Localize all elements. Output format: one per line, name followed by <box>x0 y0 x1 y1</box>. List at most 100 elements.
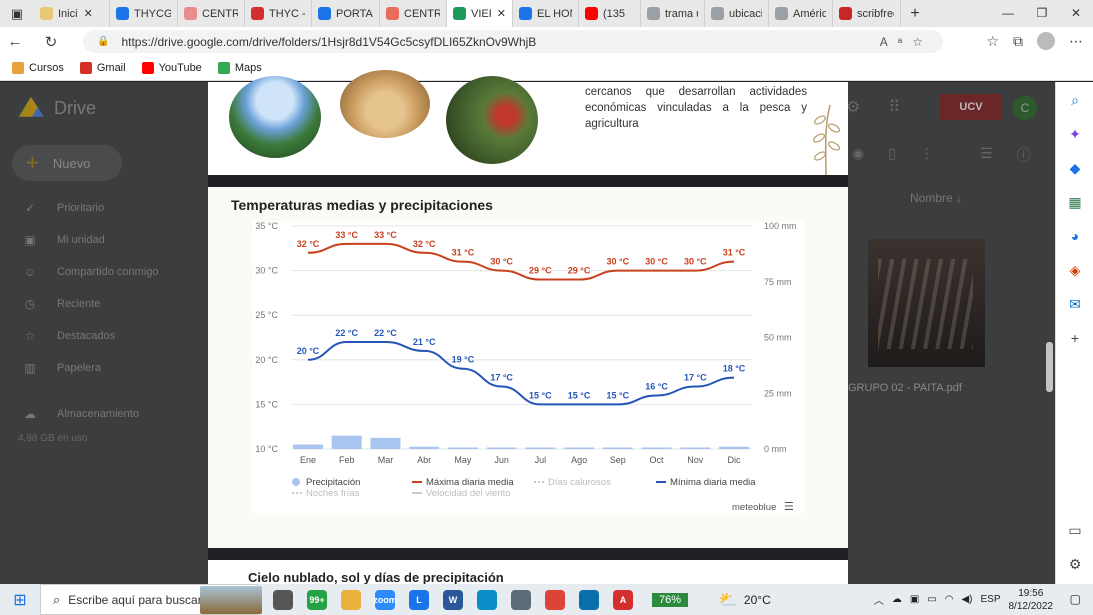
tab-favicon-icon <box>585 7 598 20</box>
sidebar-item[interactable]: ◷ Reciente <box>22 297 101 311</box>
office-icon[interactable]: ◈ <box>1069 262 1081 278</box>
taskbar-app[interactable] <box>334 584 368 615</box>
drive-logo[interactable]: Drive <box>18 97 96 119</box>
trash-icon[interactable]: ▯ <box>888 145 896 161</box>
settings-gear-icon[interactable]: ⚙ <box>1068 556 1082 572</box>
bookmark-item[interactable]: YouTube <box>141 62 202 74</box>
outlook-icon[interactable]: ✉ <box>1069 296 1081 312</box>
lock-icon[interactable]: 🔒 <box>97 36 110 47</box>
browser-tab[interactable]: Inici ✕ <box>34 0 110 27</box>
collections-icon[interactable]: ⧉ <box>1013 32 1023 49</box>
taskbar-app[interactable]: W <box>436 584 470 615</box>
taskbar-app[interactable]: 99+ <box>300 584 334 615</box>
tab-label: trama ur <box>665 7 698 20</box>
precip-bar <box>486 447 517 449</box>
bookmark-item[interactable]: Maps <box>217 62 262 74</box>
file-name[interactable]: GRUPO 02 - PAITA.pdf <box>848 382 962 394</box>
read-aloud-icon[interactable]: Aᵃ☆ <box>879 34 933 49</box>
address-bar[interactable]: 🔒 https://drive.google.com/drive/folders… <box>83 30 943 53</box>
games-icon[interactable]: ◕ <box>1070 228 1080 244</box>
browser-tab[interactable]: América <box>769 0 833 27</box>
network-icon[interactable]: ◠ <box>944 594 954 605</box>
onedrive-icon[interactable]: ☁ <box>891 594 902 605</box>
taskbar-app[interactable] <box>538 584 572 615</box>
settings-icon[interactable]: ⚙ <box>846 99 861 116</box>
search-icon[interactable]: ⌕ <box>1071 92 1079 108</box>
sidebar-item[interactable]: ☁ Almacenamiento <box>22 407 139 421</box>
taskbar-app[interactable] <box>470 584 504 615</box>
preview-icon[interactable]: ◉ <box>852 145 865 161</box>
browser-tab[interactable]: EL HOME <box>513 0 579 27</box>
list-view-icon[interactable]: ☰ <box>980 145 993 161</box>
browser-tab[interactable]: ubicación <box>705 0 769 27</box>
restore-icon[interactable]: ❐ <box>1036 6 1048 20</box>
copilot-icon[interactable]: ✦ <box>1069 126 1081 142</box>
language-indicator[interactable]: ESP <box>980 594 1001 605</box>
data-label: 15 °C <box>529 390 552 400</box>
user-avatar[interactable]: C <box>1013 96 1037 120</box>
add-icon[interactable]: + <box>1070 330 1080 346</box>
browser-tab[interactable]: CENTRO <box>380 0 447 27</box>
browser-tab[interactable]: THYCG01 <box>110 0 178 27</box>
taskbar-app[interactable]: L <box>402 584 436 615</box>
browser-tab[interactable]: PORTAFC <box>312 0 380 27</box>
apps-grid-icon[interactable]: ⠿ <box>888 99 901 116</box>
sidebar-item[interactable]: ✓ Prioritario <box>22 201 104 215</box>
tab-actions-icon[interactable]: ▣ <box>10 5 24 21</box>
browser-tab[interactable]: (135 <box>579 0 641 27</box>
taskbar-app[interactable]: zoom <box>368 584 402 615</box>
tab-close-icon[interactable]: ✕ <box>83 8 93 20</box>
sidebar-item[interactable]: ☺ Compartido conmigo <box>22 265 159 279</box>
close-window-icon[interactable]: ✕ <box>1070 6 1082 20</box>
split-screen-icon[interactable]: ▭ <box>1068 522 1082 538</box>
volume-icon[interactable]: ◀) <box>961 594 973 605</box>
org-badge[interactable]: UCV <box>940 94 1002 120</box>
profile-avatar[interactable] <box>1037 32 1055 50</box>
sidebar-item[interactable]: ▥ Papelera <box>22 361 101 375</box>
favorites-icon[interactable]: ☆ <box>986 32 999 49</box>
shopping-icon[interactable]: ◆ <box>1069 160 1081 176</box>
browser-tab[interactable]: CENTRO <box>178 0 245 27</box>
tab-close-icon[interactable]: ✕ <box>496 8 506 20</box>
y-tick-label: 10 °C <box>255 444 278 454</box>
back-icon[interactable]: ← <box>7 33 23 50</box>
sidebar-item-label: Mi unidad <box>57 234 105 246</box>
tools-icon[interactable]: ▦ <box>1068 194 1082 210</box>
search-highlight-image[interactable] <box>200 585 262 614</box>
y-tick-label: 25 °C <box>255 310 278 320</box>
file-thumbnail[interactable] <box>868 239 985 367</box>
new-button[interactable]: + Nuevo <box>12 145 122 181</box>
scrollbar-thumb[interactable] <box>1046 342 1053 392</box>
legend-label: Días calurosos <box>548 477 611 488</box>
legend-label: Precipitación <box>306 477 360 488</box>
sidebar-item[interactable]: ☆ Destacados <box>22 329 115 343</box>
notifications-icon[interactable]: ▢ <box>1069 592 1081 606</box>
sidebar-item[interactable]: ▣ Mi unidad <box>22 233 105 247</box>
taskbar-app[interactable]: A <box>606 584 640 615</box>
browser-tab[interactable]: scribfree <box>833 0 901 27</box>
browser-tab[interactable]: VIER ✕ <box>447 0 513 27</box>
display-icon[interactable]: ▭ <box>927 594 937 605</box>
bookmark-item[interactable]: Cursos <box>12 62 64 74</box>
minimize-icon[interactable]: — <box>1002 6 1014 20</box>
clock[interactable]: 19:56 8/12/2022 <box>1009 587 1054 613</box>
chevron-up-icon[interactable]: ︿ <box>873 596 884 607</box>
taskbar-app[interactable] <box>266 584 300 615</box>
more-menu-icon[interactable]: ⋯ <box>1069 32 1083 49</box>
new-tab-button[interactable]: + <box>910 4 920 22</box>
reload-icon[interactable]: ↻ <box>44 33 58 51</box>
info-icon[interactable]: ⓘ <box>1016 147 1031 163</box>
more-vert-icon[interactable]: ⋮ <box>919 145 934 161</box>
taskbar-app[interactable] <box>572 584 606 615</box>
windows-start-icon[interactable]: ⊞ <box>13 591 27 609</box>
url-text[interactable]: https://drive.google.com/drive/folders/1… <box>121 34 537 49</box>
cpu-meter[interactable]: 76% <box>652 592 688 607</box>
sort-by-name[interactable]: Nombre ↓ <box>910 191 962 205</box>
weather-widget[interactable]: ⛅ 20°C <box>718 590 771 610</box>
browser-tab[interactable]: trama ur <box>641 0 705 27</box>
drive-tray-icon[interactable]: ▣ <box>909 594 920 605</box>
taskbar-app[interactable] <box>504 584 538 615</box>
bookmark-item[interactable]: Gmail <box>79 62 126 74</box>
clock-time: 19:56 <box>1018 587 1044 599</box>
browser-tab[interactable]: THYC - F <box>245 0 312 27</box>
